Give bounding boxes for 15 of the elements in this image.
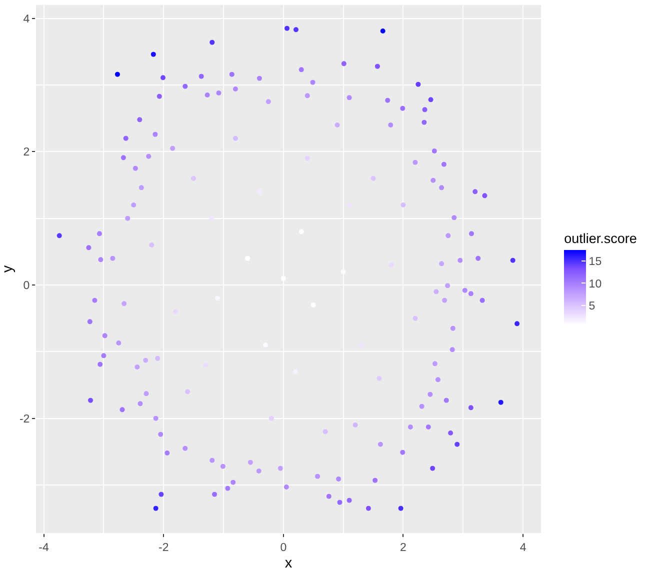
x-tick-label: -2 bbox=[158, 542, 169, 554]
x-tick-label: -4 bbox=[38, 542, 50, 554]
color-bar-title: outlier.score bbox=[564, 231, 637, 246]
color-bar-label: 5 bbox=[588, 300, 596, 312]
x-axis-title: x bbox=[284, 555, 293, 572]
y-tick-label: 4 bbox=[23, 13, 30, 26]
y-tick-label: 0 bbox=[23, 280, 30, 292]
x-tick-label: 2 bbox=[400, 542, 406, 554]
color-bar-label: 10 bbox=[588, 278, 602, 290]
x-tick-label: 4 bbox=[520, 542, 527, 554]
y-tick-label: 2 bbox=[23, 146, 30, 159]
y-axis-title: y bbox=[0, 264, 16, 273]
x-tick-label: 0 bbox=[280, 542, 287, 554]
y-tick-label: -2 bbox=[19, 413, 30, 426]
color-bar-label: 15 bbox=[588, 256, 602, 268]
